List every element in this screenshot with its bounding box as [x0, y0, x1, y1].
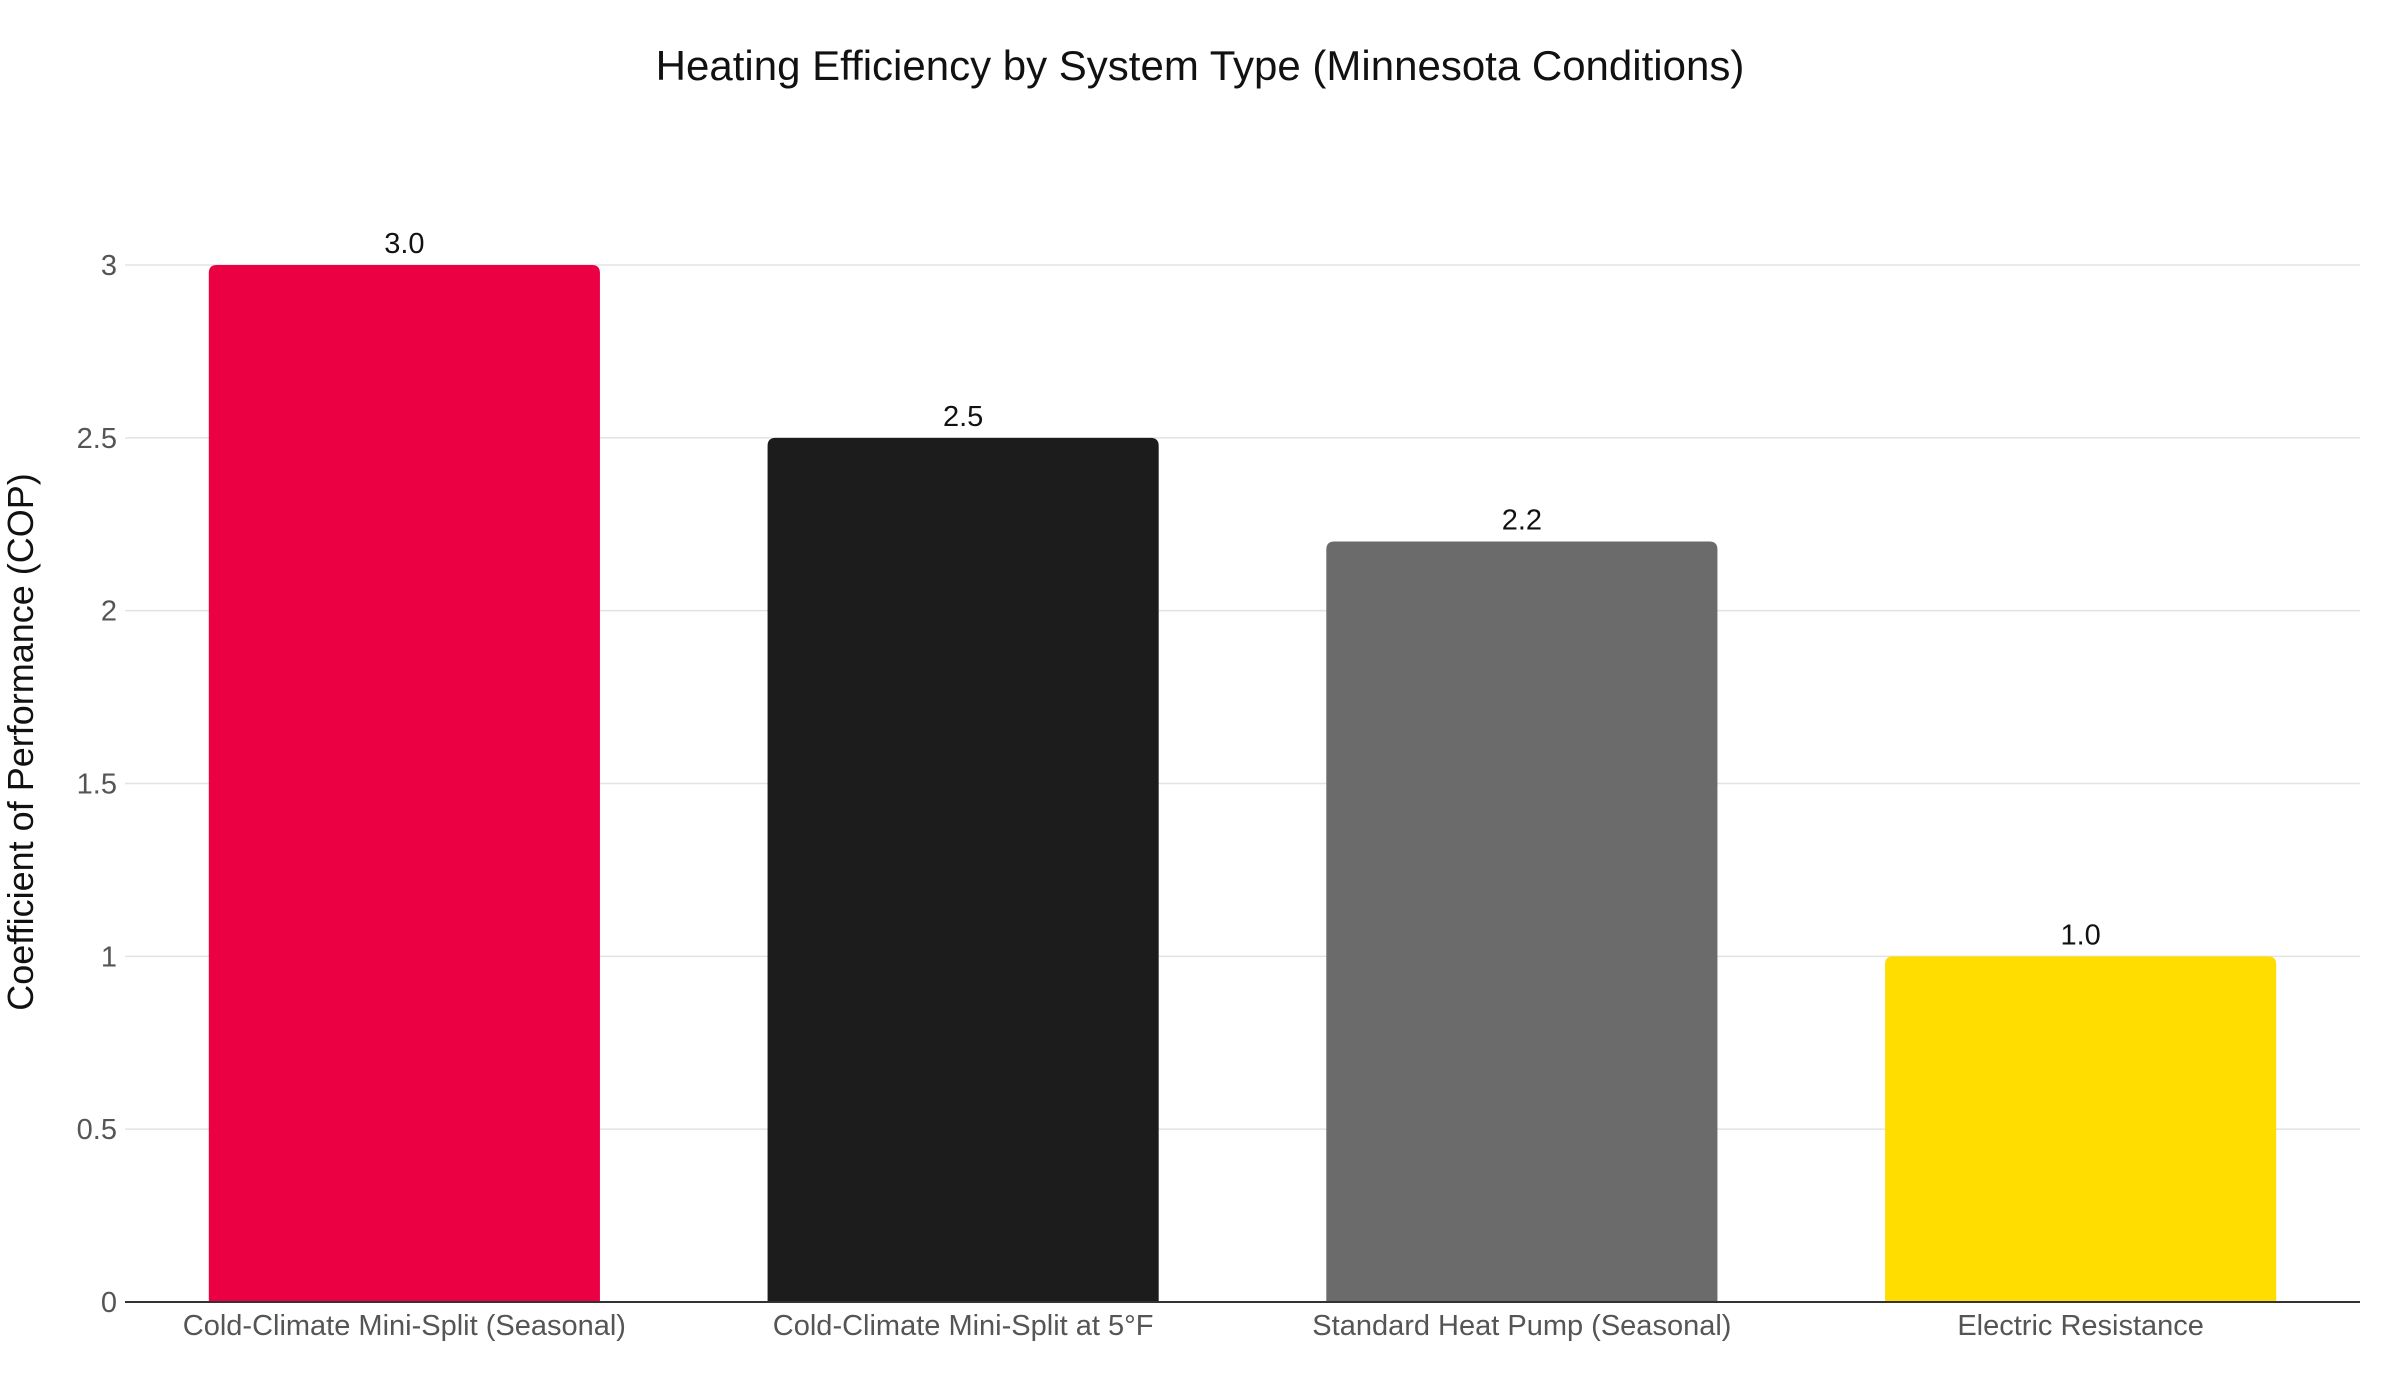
y-tick-label: 0	[101, 1287, 117, 1319]
y-tick-label: 3	[101, 250, 117, 282]
y-tick-label: 0.5	[77, 1114, 117, 1146]
x-axis-category-labels: Cold-Climate Mini-Split (Seasonal) Cold-C…	[183, 1310, 2204, 1342]
bar	[208, 265, 600, 1302]
bar-value-label: 3.0	[384, 228, 424, 260]
bar	[1885, 956, 2277, 1302]
bar-value-label: 2.5	[943, 401, 983, 433]
x-category-label: Standard Heat Pump (Seasonal)	[1312, 1310, 1731, 1342]
bar-value-labels: 3.0 2.5 2.2 1.0	[384, 228, 2101, 951]
bar-value-label: 1.0	[2060, 919, 2100, 951]
bar	[767, 437, 1159, 1302]
y-tick-label: 1	[101, 941, 117, 973]
chart-title: Heating Efficiency by System Type (Minne…	[656, 42, 1745, 89]
bars	[208, 265, 2277, 1302]
y-tick-label: 2.5	[77, 423, 117, 455]
x-category-label: Cold-Climate Mini-Split (Seasonal)	[183, 1310, 626, 1342]
y-tick-label: 2	[101, 596, 117, 628]
x-category-label: Cold-Climate Mini-Split at 5°F	[773, 1310, 1154, 1342]
bar-value-label: 2.2	[1502, 505, 1542, 537]
x-category-label: Electric Resistance	[1957, 1310, 2204, 1342]
y-axis-ticks: 0 0.5 1 1.5 2 2.5 3	[77, 250, 117, 1319]
bar	[1326, 541, 1718, 1302]
y-axis-label: Coefficient of Performance (COP)	[0, 473, 41, 1011]
y-tick-label: 1.5	[77, 769, 117, 801]
